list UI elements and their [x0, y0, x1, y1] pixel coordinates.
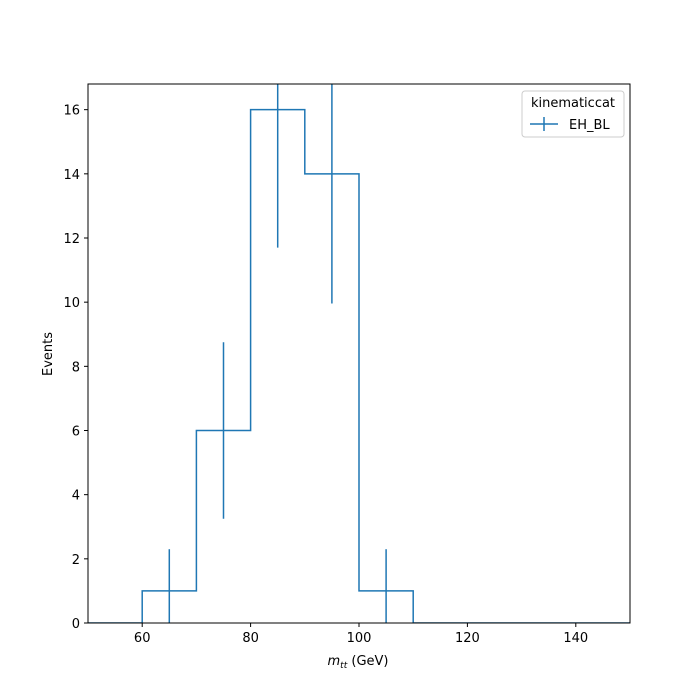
x-tick-label: 60	[134, 631, 151, 646]
axes-frame	[87, 83, 631, 624]
legend-entry-label: EH_BL	[569, 118, 610, 133]
x-axis-label-unit: (GeV)	[347, 654, 388, 669]
x-tick-label: 100	[347, 631, 372, 646]
y-tick-label: 6	[72, 425, 80, 440]
y-tick-label: 8	[72, 360, 80, 375]
y-axis-ticks: 0 2 4 6 8 10 12 14 16	[63, 104, 88, 632]
x-tick-label: 80	[242, 631, 259, 646]
x-tick-label: 140	[563, 631, 588, 646]
y-tick-label: 12	[63, 232, 80, 247]
legend-title: kinematiccat	[531, 96, 615, 111]
x-tick-label: 120	[455, 631, 480, 646]
x-axis-label-variable: m	[328, 654, 341, 669]
legend-box	[521, 90, 625, 138]
y-axis-label: Events	[41, 332, 56, 376]
histogram-step-line	[88, 108, 630, 623]
x-axis-label-subscript: tt	[340, 661, 348, 671]
y-tick-label: 2	[72, 553, 80, 568]
legend: kinematiccat EH_BL	[521, 90, 625, 138]
y-tick-label: 10	[63, 296, 80, 311]
y-tick-label: 16	[63, 104, 80, 119]
x-axis-ticks: 60 80 100 120 140	[134, 623, 588, 646]
y-tick-label: 14	[63, 168, 80, 183]
y-tick-label: 0	[72, 617, 80, 632]
y-tick-label: 4	[72, 489, 80, 504]
x-axis-label: mtt (GeV)	[328, 654, 389, 671]
plot-area	[88, 84, 630, 623]
